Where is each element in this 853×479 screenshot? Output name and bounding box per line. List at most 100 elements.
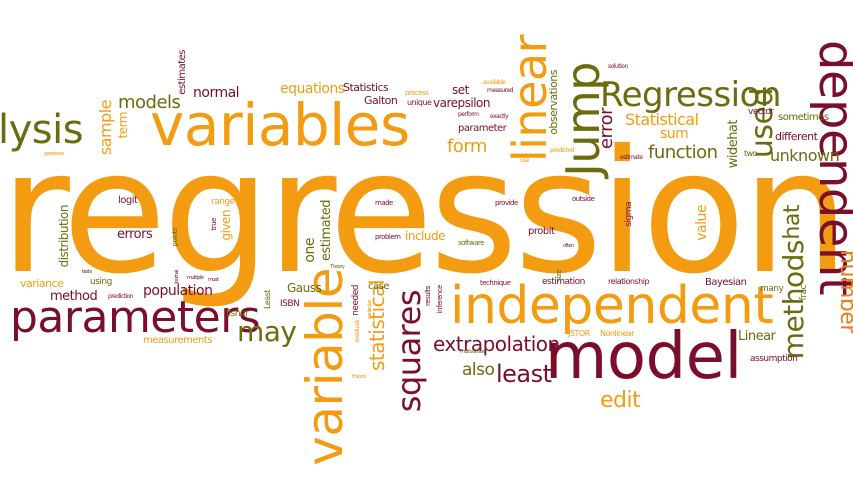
word-often: often xyxy=(563,243,574,249)
word-tests: tests xyxy=(82,269,92,275)
word-error: error xyxy=(596,108,617,150)
word-Journal: Journal xyxy=(174,270,180,284)
word-prediction: prediction xyxy=(108,293,134,300)
word-frac: frac xyxy=(799,285,809,301)
word-technique: technique xyxy=(480,279,511,287)
word-population: population xyxy=(143,283,213,299)
word-JSTOR: JSTOR xyxy=(568,329,590,338)
word-value: value xyxy=(694,205,710,241)
word-logit: logit xyxy=(118,195,138,206)
word-fisher: fisher xyxy=(226,309,249,319)
word-inference: inference xyxy=(436,285,444,314)
word-also: also xyxy=(462,360,495,380)
word-particular: particular xyxy=(367,300,373,320)
word-must: must xyxy=(208,277,219,283)
word-Francis: Francis xyxy=(352,374,367,380)
word-widehat: widehat xyxy=(726,120,741,169)
word-Theory: Theory xyxy=(330,264,345,270)
word-solution: solution xyxy=(608,63,628,70)
word-probit: probit xyxy=(528,226,555,237)
word-distribution: distribution xyxy=(57,205,71,268)
word-estimation: estimation xyxy=(542,277,585,287)
word-exactly: exactly xyxy=(490,113,509,120)
word-parameter: parameter xyxy=(458,123,507,134)
word-different: different xyxy=(775,130,818,143)
word-true: true xyxy=(210,218,218,231)
word-estimated: estimated xyxy=(319,200,334,261)
word-equations: equations xyxy=(280,81,345,97)
word-lysis: lysis xyxy=(0,107,84,153)
word-method: method xyxy=(50,289,98,304)
word-extrapolation: extrapolation xyxy=(433,332,560,356)
word-variables: variables xyxy=(150,91,410,159)
word-models: models xyxy=(118,92,181,113)
word-sum: sum xyxy=(660,126,689,142)
word-Statistics: Statistics xyxy=(343,81,389,94)
word-available: available xyxy=(483,79,506,86)
word-Linear: Linear xyxy=(738,329,776,344)
word-squares: squares xyxy=(390,290,428,413)
word-provide: provide xyxy=(495,199,518,207)
word-set: set xyxy=(452,83,469,97)
word-regression: regression xyxy=(0,114,850,312)
word-made: made xyxy=(375,199,393,207)
word-Nonlinear: Nonlinear xyxy=(600,329,635,338)
word-perform: perform xyxy=(458,111,479,118)
word-multiple: multiple xyxy=(187,275,204,281)
word-varepsilon: varepsilon xyxy=(433,96,491,110)
word-estimate: estimate xyxy=(620,154,643,161)
word-model: model xyxy=(545,320,742,394)
word-range: range xyxy=(211,197,235,207)
word-Regression: Regression xyxy=(600,75,781,115)
word-ISBN: ISBN xyxy=(280,299,300,309)
word-normal: normal xyxy=(193,85,240,101)
word-one: one xyxy=(302,238,318,263)
word-function: function xyxy=(648,142,718,163)
word-unknown: unknown xyxy=(770,146,840,165)
word-points: points xyxy=(171,228,179,247)
word-variance: variance xyxy=(20,277,64,290)
word-variable: variable xyxy=(296,268,354,466)
word-using: using xyxy=(90,277,112,287)
word-dependent: dependent xyxy=(808,40,853,296)
word-vector: vector xyxy=(748,107,774,117)
word-sigma: sigma xyxy=(624,202,634,227)
word-errors: errors xyxy=(117,227,153,242)
word-software: software xyxy=(458,239,485,247)
word-case: case xyxy=(368,281,390,292)
word-needed: needed xyxy=(351,285,361,316)
word-given: given xyxy=(219,210,233,241)
word-unique: unique xyxy=(407,98,432,107)
word-form: form xyxy=(447,136,487,157)
word-Gauss: Gauss xyxy=(287,281,322,295)
word-Galton: Galton xyxy=(364,94,398,107)
word-results: results xyxy=(424,286,432,306)
word-number: number xyxy=(835,250,853,333)
word-outside: outside xyxy=(572,195,595,203)
word-edit: edit xyxy=(600,388,641,413)
word-Bayesian: Bayesian xyxy=(705,277,747,288)
word-sometimes: sometimes xyxy=(778,112,829,123)
word-statistical: statistical xyxy=(365,280,389,372)
word-term: term xyxy=(116,112,130,139)
word-measured: measured xyxy=(487,87,513,94)
word-many: many xyxy=(760,284,784,294)
word-measurements: measurements xyxy=(143,335,212,346)
word-hat: hat xyxy=(780,205,805,240)
word-predicted: predicted xyxy=(550,147,574,154)
word-residuals: residuals xyxy=(354,320,361,343)
word-Statistical: Statistical xyxy=(625,110,699,129)
word-parameters: parameters xyxy=(10,292,261,343)
word-problem: problem xyxy=(375,233,401,241)
word-relationship: relationship xyxy=(608,277,650,286)
word-multivariate: multivariate xyxy=(460,349,485,355)
word-independent: independent xyxy=(450,276,774,336)
word-Least: Least xyxy=(263,290,272,309)
word-estimates: estimates xyxy=(177,50,188,95)
word-sample: sample xyxy=(96,100,115,156)
word-include: include xyxy=(405,229,445,243)
word-use: use xyxy=(520,157,530,164)
word-least: least xyxy=(496,360,552,388)
word-goodness: goodness xyxy=(44,151,64,157)
